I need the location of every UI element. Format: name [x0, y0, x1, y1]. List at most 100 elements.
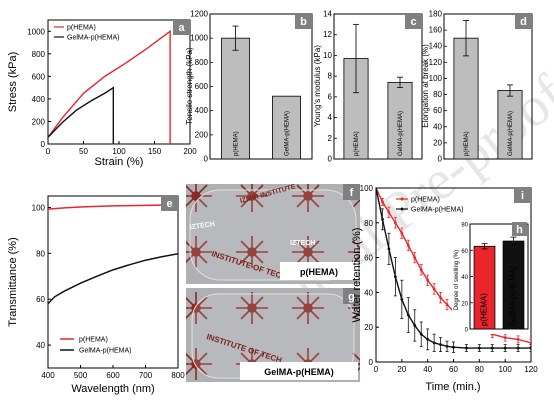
- panel-e-ylabel: Transmittance (%): [7, 237, 19, 326]
- c-ytick-label: 0: [328, 155, 333, 164]
- d-ytick-label: 140: [429, 42, 443, 51]
- d-ytick-label: 80: [433, 90, 442, 99]
- d-ytick-label: 180: [429, 10, 443, 19]
- panel-a-legend-phema: p(HEMA): [67, 25, 96, 32]
- i-series-0-point: [426, 278, 430, 282]
- panel-d-frame: [443, 13, 533, 160]
- e-ytick-label: 60: [36, 295, 45, 304]
- c-bar-1: [387, 81, 413, 160]
- panel-c-ticks: 0 2 4 6 8 10 12 14: [323, 10, 337, 164]
- panel-f: IZTECH IZTECH INSTITUTE OF TECH IZMIR IN…: [186, 183, 360, 284]
- b-ytick-label: 0: [204, 155, 209, 164]
- h-ytick-label: 20: [461, 301, 468, 307]
- i-series-1-point: [419, 332, 423, 336]
- e-xtick-label: 700: [139, 371, 153, 380]
- i-series-1-point: [381, 217, 384, 221]
- h-ytick-label: 40: [461, 275, 468, 281]
- i-series-0-point: [516, 337, 520, 341]
- c-bar-0-label: p(HEMA): [354, 131, 360, 156]
- panel-e-xlabel: Wavelength (nm): [71, 383, 154, 395]
- panel-f-letter: f: [350, 187, 354, 199]
- i-series-0-point: [406, 244, 410, 247]
- b-bar-1: [272, 95, 301, 160]
- d-ytick-label: 0: [438, 155, 443, 164]
- panel-b: 0 200 400 600 800 1000 1200 p(HEMA) GelMA-p(HEM…: [185, 10, 313, 164]
- panel-c-letter-box: [405, 13, 422, 29]
- panel-a: 0 50 100 150 200 0 200 400 600 800 1000 Strain (%)…: [7, 19, 197, 168]
- a-ytick-label: 800: [32, 50, 46, 59]
- e-ytick-label: 100: [32, 203, 46, 212]
- panel-b-letter-box: [295, 13, 312, 29]
- i-xtick-label: 80: [475, 365, 484, 374]
- d-bar-1-label: GelMA-p(HEMA): [508, 111, 514, 156]
- panel-h-inset: 0 20 40 60 80 p(HEMA) GelMA-p(HEMA) Degree of…: [452, 218, 530, 334]
- i-series-1-point: [439, 343, 442, 346]
- i-xtick-label: 120: [524, 365, 538, 374]
- panel-a-xlabel: Strain (%): [95, 156, 144, 168]
- c-ytick-label: 14: [323, 10, 332, 19]
- panel-e-legend-gelma: GelMA-p(HEMA): [79, 348, 132, 355]
- panel-g-label: GelMA-p(HEMA): [264, 367, 334, 377]
- a-ytick-label: 0: [41, 140, 46, 149]
- i-series-1-point: [452, 345, 455, 349]
- panel-e-ticks: 400 500 600 700 800 40 60 80 100: [32, 203, 186, 380]
- b-bar-0-label: p(HEMA): [234, 131, 240, 156]
- i-series-1-point: [529, 346, 531, 350]
- c-ytick-label: 6: [328, 92, 333, 101]
- d-ytick-label: 120: [429, 58, 443, 67]
- a-ytick-label: 400: [32, 95, 46, 104]
- i-series-1-point: [393, 275, 397, 279]
- panel-d: 0 20 40 60 80 100 120 140 160 180 p(HEMA) GelMA-p(…: [421, 10, 533, 164]
- i-series-1-point: [490, 346, 494, 350]
- panel-i-xlabel: Time (min.): [425, 381, 480, 393]
- c-ytick-label: 10: [323, 51, 332, 60]
- panel-c-frame: [333, 13, 423, 160]
- panel-h-ticks: 0 20 40 60 80: [461, 223, 473, 334]
- c-ytick-label: 8: [328, 72, 333, 81]
- i-series-0-point: [439, 296, 442, 300]
- panel-i-ylabel: Water retention (%): [351, 228, 363, 323]
- e-xtick-label: 800: [171, 371, 185, 380]
- e-series-1-line: [48, 253, 178, 305]
- panel-d-letter-box: [515, 13, 532, 29]
- a-xtick-label: 0: [46, 147, 51, 156]
- h-bar-0-label: p(HEMA): [480, 293, 489, 326]
- i-series-0-point: [419, 268, 423, 272]
- panel-g: INSTITUTE OF TECH GelMA-p(HEMA) g: [186, 288, 360, 382]
- i-series-0-point: [529, 341, 531, 345]
- c-ytick-label: 2: [328, 134, 333, 143]
- panel-g-letter: g: [348, 291, 355, 303]
- panel-e-legend-phema: p(HEMA): [79, 337, 108, 344]
- panel-i-legend-phema: p(HEMA): [411, 197, 440, 204]
- h-ytick-label: 60: [461, 249, 468, 255]
- panel-d-ylabel: Elongation at break (%): [421, 44, 430, 128]
- panel-c-letter: c: [410, 16, 416, 28]
- b-ytick-label: 1000: [190, 34, 208, 43]
- a-ytick-label: 1000: [27, 27, 45, 36]
- i-series-0-point: [400, 231, 404, 235]
- d-ytick-label: 160: [429, 26, 443, 35]
- b-ytick-label: 200: [195, 130, 209, 139]
- panel-f-text-2: IZTECH: [290, 240, 315, 247]
- a-xtick-label: 100: [112, 147, 126, 156]
- d-bar-0-label: p(HEMA): [464, 131, 470, 156]
- i-xtick-label: 40: [423, 365, 432, 374]
- d-ytick-label: 20: [433, 138, 442, 147]
- a-ytick-label: 200: [32, 117, 46, 126]
- panel-g-label-box: [240, 362, 358, 380]
- panel-h-bars: p(HEMA) GelMA-p(HEMA): [473, 236, 525, 330]
- h-bar-1-label: GelMA-p(HEMA): [509, 266, 518, 326]
- panel-b-letter: b: [300, 16, 307, 28]
- panel-a-legend-gelma: GelMA-p(HEMA): [67, 35, 120, 42]
- panel-f-text-1: IZTECH: [189, 221, 215, 231]
- i-xtick-label: 20: [397, 365, 406, 374]
- e-xtick-label: 500: [74, 371, 88, 380]
- panel-a-legend: p(HEMA) GelMA-p(HEMA): [54, 25, 120, 42]
- i-ytick-label: 40: [364, 288, 373, 297]
- panel-e-frame: [47, 195, 179, 369]
- panel-h-letter-box: [512, 222, 527, 236]
- i-series-1-point: [432, 341, 436, 345]
- panel-f-letter-box: [343, 184, 360, 200]
- panel-e-letter-box: [161, 195, 178, 211]
